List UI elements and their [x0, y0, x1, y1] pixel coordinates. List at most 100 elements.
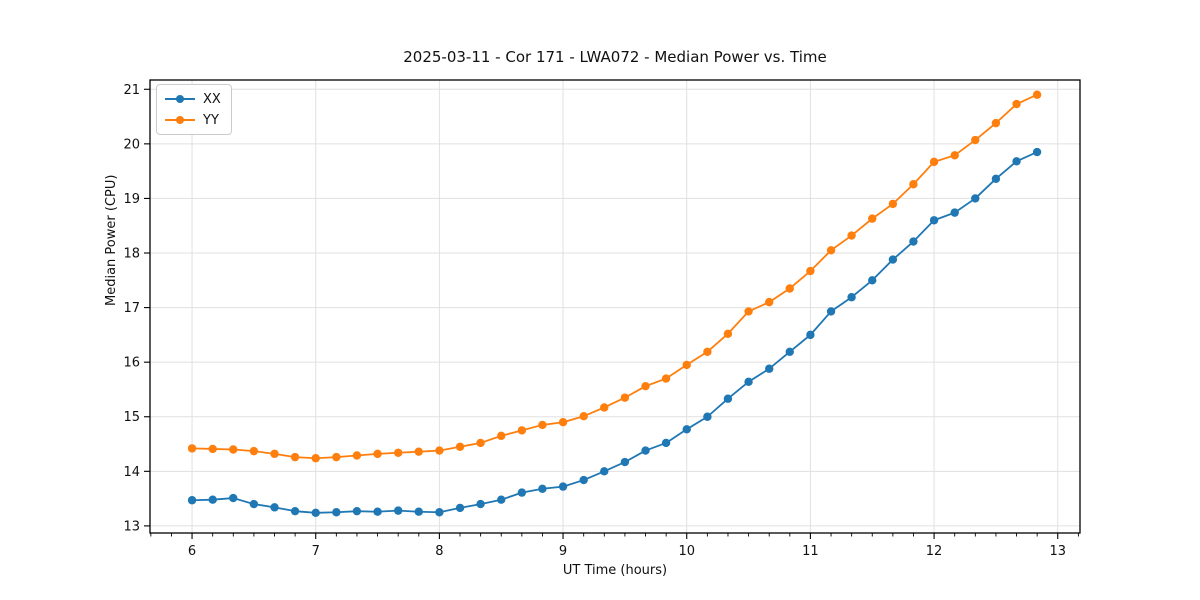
data-point-yy: [517, 426, 527, 435]
data-point-yy: [971, 135, 980, 145]
data-point-xx: [311, 508, 320, 518]
data-point-xx: [971, 194, 980, 203]
data-point-xx: [558, 482, 568, 491]
data-point-xx: [620, 457, 630, 467]
data-point-yy: [249, 446, 259, 456]
data-point-yy: [497, 431, 506, 441]
x-tick-label: 11: [802, 544, 819, 559]
data-point-yy: [929, 157, 939, 167]
data-point-xx: [826, 307, 836, 316]
data-point-xx: [847, 293, 856, 302]
data-point-xx: [744, 377, 753, 387]
data-point-yy: [1032, 90, 1042, 99]
y-tick-label: 18: [123, 247, 140, 262]
data-point-yy: [661, 374, 671, 383]
data-point-yy: [765, 297, 774, 307]
y-tick-label: 20: [123, 137, 140, 152]
data-point-yy: [950, 151, 959, 160]
data-point-xx: [806, 330, 815, 340]
x-tick-label: 13: [1049, 544, 1066, 559]
data-point-yy: [352, 451, 362, 460]
data-point-yy: [208, 444, 217, 454]
data-point-xx: [187, 496, 197, 505]
data-point-xx: [476, 499, 485, 509]
data-point-xx: [290, 506, 300, 516]
data-point-yy: [373, 449, 382, 459]
data-point-yy: [847, 231, 856, 240]
data-point-yy: [806, 266, 815, 276]
legend-item-xx: XX: [165, 90, 221, 108]
data-point-yy: [290, 452, 300, 462]
legend: XX YY: [156, 84, 232, 135]
data-point-yy: [868, 214, 877, 223]
y-tick-label: 21: [123, 83, 140, 98]
data-point-xx: [1012, 157, 1021, 166]
data-point-xx: [497, 495, 506, 504]
data-point-xx: [208, 495, 217, 504]
data-point-xx: [868, 276, 877, 285]
y-tick-label: 16: [123, 356, 140, 371]
data-point-yy: [723, 329, 733, 338]
data-point-yy: [455, 442, 465, 451]
data-point-xx: [517, 488, 527, 497]
x-tick-label: 6: [188, 544, 196, 559]
series-line-yy: [192, 93, 1038, 460]
data-point-yy: [414, 447, 423, 456]
data-point-xx: [950, 208, 959, 217]
data-point-yy: [270, 449, 279, 459]
data-point-xx: [600, 467, 609, 476]
data-point-yy: [703, 347, 712, 356]
legend-line-marker-yy-icon: [165, 115, 195, 125]
data-point-yy: [1012, 99, 1021, 109]
data-point-xx: [909, 237, 918, 246]
data-point-yy: [909, 180, 918, 189]
legend-item-yy: YY: [165, 111, 221, 129]
data-point-xx: [352, 506, 362, 516]
data-point-yy: [332, 452, 341, 462]
data-point-xx: [249, 499, 259, 509]
data-point-yy: [187, 444, 197, 453]
data-point-yy: [888, 199, 898, 209]
data-point-yy: [538, 420, 547, 430]
data-point-yy: [229, 445, 238, 454]
x-tick-label: 9: [559, 544, 567, 559]
data-point-xx: [929, 216, 939, 225]
data-point-yy: [991, 118, 1001, 128]
data-point-xx: [991, 174, 1001, 183]
y-tick-label: 19: [123, 192, 140, 207]
data-point-xx: [332, 508, 341, 517]
data-point-xx: [682, 425, 691, 434]
data-point-yy: [311, 454, 320, 463]
data-point-xx: [641, 446, 650, 455]
axes-spines: [149, 79, 1081, 534]
data-point-xx: [394, 506, 403, 515]
data-point-xx: [703, 412, 712, 421]
x-tick-label: 7: [312, 544, 320, 559]
chart-title: 2025-03-11 - Cor 171 - LWA072 - Median P…: [403, 48, 827, 66]
y-tick-label: 14: [123, 465, 140, 480]
data-point-xx: [765, 364, 774, 373]
data-point-xx: [579, 475, 588, 485]
x-tick-label: 10: [678, 544, 695, 559]
data-point-yy: [476, 438, 485, 448]
data-point-xx: [538, 484, 547, 493]
y-tick-label: 15: [123, 410, 140, 425]
data-point-yy: [394, 448, 403, 457]
data-point-xx: [785, 347, 794, 356]
data-point-yy: [641, 381, 650, 391]
data-point-xx: [414, 507, 423, 516]
data-point-xx: [229, 493, 238, 503]
data-point-xx: [888, 255, 898, 264]
x-tick-label: 8: [435, 544, 443, 559]
data-point-yy: [579, 412, 588, 421]
data-point-yy: [435, 446, 444, 455]
data-point-xx: [435, 508, 444, 517]
data-point-yy: [620, 393, 630, 402]
data-point-xx: [1032, 147, 1042, 157]
data-point-xx: [723, 394, 733, 403]
data-point-xx: [661, 438, 671, 448]
data-point-yy: [826, 246, 836, 255]
data-point-xx: [373, 507, 382, 516]
legend-label-yy: YY: [203, 112, 219, 128]
